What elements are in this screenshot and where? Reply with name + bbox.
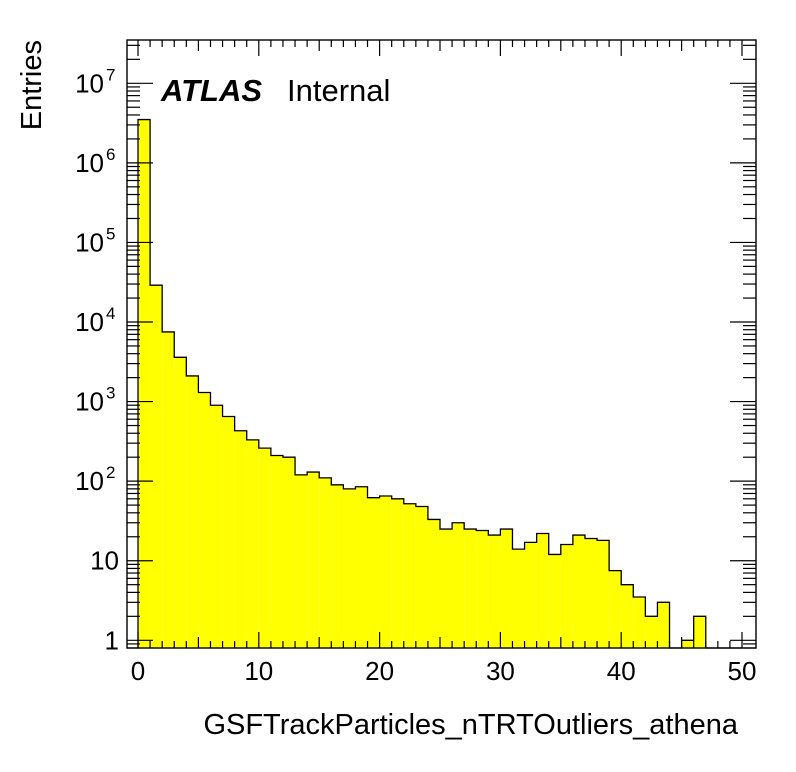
- y-tick-exponent: 4: [106, 304, 115, 323]
- axis-ticks: [127, 40, 756, 649]
- histogram-bin: [355, 486, 368, 648]
- y-tick-label: 10: [75, 387, 104, 417]
- histogram-bin: [572, 535, 585, 648]
- histogram-bin: [488, 535, 501, 648]
- y-tick-label: 10: [75, 227, 104, 257]
- histogram-bin: [295, 474, 308, 648]
- histogram-bin: [464, 529, 477, 648]
- histogram-bin: [150, 285, 163, 648]
- y-tick-exponent: 6: [106, 145, 115, 164]
- histogram-bin: [222, 416, 235, 648]
- histogram-bin: [379, 496, 392, 648]
- histogram-bin: [476, 530, 489, 648]
- histogram-bin: [415, 506, 428, 648]
- histogram-bin: [500, 529, 513, 648]
- x-tick-label: 10: [244, 656, 273, 686]
- histogram-bin: [548, 554, 561, 648]
- y-tick-label: 10: [75, 148, 104, 178]
- histogram-bin: [440, 529, 453, 648]
- histogram-bin: [657, 602, 670, 648]
- histogram-bin: [186, 375, 199, 648]
- histogram-bin: [512, 549, 525, 648]
- y-tick-label: 1: [105, 625, 119, 655]
- y-tick-label: 10: [75, 466, 104, 496]
- histogram-bin: [343, 488, 356, 648]
- x-tick-label: 50: [728, 656, 757, 686]
- histogram-bin: [621, 584, 634, 648]
- histogram-bin: [138, 119, 151, 648]
- x-tick-label: 40: [607, 656, 636, 686]
- y-tick-label: 10: [75, 68, 104, 98]
- histogram-bin: [319, 477, 332, 648]
- x-tick-labels: 0 10 20 30 40 50: [131, 656, 757, 686]
- histogram-bin: [633, 596, 646, 648]
- histogram-bin: [560, 544, 573, 648]
- histogram-bin: [174, 357, 187, 648]
- histogram-bin: [246, 439, 259, 648]
- histogram-bin: [210, 405, 223, 648]
- histogram-bin: [584, 538, 598, 648]
- histogram-bin: [391, 498, 404, 648]
- histogram-bin: [162, 331, 175, 648]
- y-tick-exponent: 2: [106, 463, 115, 482]
- internal-label: Internal: [287, 73, 390, 108]
- histogram-bin: [198, 392, 211, 648]
- histogram-bin: [536, 533, 549, 648]
- y-tick-exponent: 5: [106, 224, 115, 243]
- x-tick-label: 20: [365, 656, 394, 686]
- atlas-label: ATLAS: [160, 73, 262, 108]
- histogram-bin: [693, 616, 706, 648]
- histogram-bars: [138, 119, 706, 648]
- y-tick-exponent: 7: [106, 65, 115, 84]
- y-tick-label: 10: [75, 307, 104, 337]
- histogram-outline: [137, 118, 742, 649]
- x-axis-title: GSFTrackParticles_nTRTOutliers_athena: [203, 709, 738, 741]
- histogram-bin: [681, 640, 694, 648]
- histogram-bin: [307, 472, 320, 648]
- histogram-bin: [270, 455, 283, 648]
- histogram-bin: [597, 540, 610, 648]
- histogram-bin: [452, 522, 465, 648]
- histogram-bin: [234, 430, 247, 648]
- plot-frame: [126, 39, 757, 649]
- x-tick-label: 0: [131, 656, 145, 686]
- histogram-bin: [609, 570, 622, 648]
- histogram-bin: [403, 503, 416, 648]
- histogram-bin: [258, 448, 271, 648]
- histogram-bin: [282, 457, 296, 648]
- y-tick-exponent: 3: [106, 384, 115, 403]
- x-tick-label: 30: [486, 656, 515, 686]
- histogram-bin: [645, 616, 658, 648]
- histogram-bin: [367, 497, 380, 648]
- histogram-bin: [524, 542, 537, 648]
- histogram-bin: [331, 484, 344, 648]
- y-tick-label: 10: [90, 546, 119, 576]
- y-axis-title: Entries: [16, 40, 48, 130]
- histogram-bin: [427, 519, 440, 648]
